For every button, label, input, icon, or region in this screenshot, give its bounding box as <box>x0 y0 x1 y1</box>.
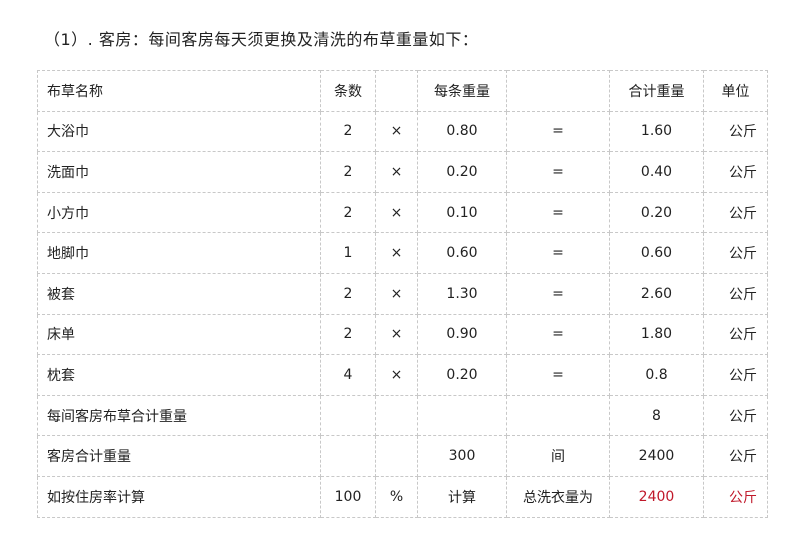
unit-cell: 公斤 <box>703 435 768 477</box>
table-row: 床单 2 × 0.90 = 1.80 公斤 <box>37 313 768 356</box>
count-cell: 100 <box>320 475 376 518</box>
count-cell: 2 <box>320 151 376 193</box>
total-weight-cell: 1.80 <box>609 313 704 356</box>
equals-cell: 总洗衣量为 <box>506 475 610 518</box>
total-weight-cell: 0.60 <box>609 232 704 274</box>
times-cell <box>375 435 418 477</box>
count-cell: 2 <box>320 313 376 356</box>
linen-name-cell: 小方巾 <box>37 191 321 234</box>
unit-cell: 公斤 <box>703 232 768 274</box>
linen-name-cell: 地脚巾 <box>37 232 321 274</box>
table-row: 被套 2 × 1.30 = 2.60 公斤 <box>37 272 768 315</box>
linen-name-cell: 如按住房率计算 <box>37 475 321 518</box>
times-cell: × <box>375 313 418 356</box>
times-cell: × <box>375 232 418 274</box>
count-cell: 2 <box>320 272 376 315</box>
equals-cell <box>506 394 610 437</box>
total-weight-cell: 0.20 <box>609 191 704 234</box>
unit-cell: 公斤 <box>703 313 768 356</box>
table-row: 枕套 4 × 0.20 = 0.8 公斤 <box>37 354 768 396</box>
times-cell <box>375 394 418 437</box>
equals-cell: = <box>506 191 610 234</box>
table-row: 每间客房布草合计重量 8 公斤 <box>37 394 768 437</box>
linen-name-cell: 洗面巾 <box>37 151 321 193</box>
unit-weight-cell: 1.30 <box>417 272 507 315</box>
equals-cell: = <box>506 151 610 193</box>
section-title: （1）. 客房：每间客房每天须更换及清洗的布草重量如下： <box>44 30 479 49</box>
linen-name-cell: 布草名称 <box>37 70 321 112</box>
unit-cell: 公斤 <box>703 272 768 315</box>
linen-name-cell: 大浴巾 <box>37 110 321 153</box>
unit-weight-cell: 每条重量 <box>417 70 507 112</box>
unit-weight-cell: 300 <box>417 435 507 477</box>
total-weight-cell: 1.60 <box>609 110 704 153</box>
table-row: 如按住房率计算 100% 计算 总洗衣量为 2400 公斤 <box>37 475 768 518</box>
equals-cell: = <box>506 272 610 315</box>
linen-name-cell: 枕套 <box>37 354 321 396</box>
total-weight-cell: 0.40 <box>609 151 704 193</box>
linen-name-cell: 被套 <box>37 272 321 315</box>
count-cell: 1 <box>320 232 376 274</box>
table-row: 小方巾 2 × 0.10 = 0.20 公斤 <box>37 191 768 234</box>
equals-cell: = <box>506 354 610 396</box>
times-cell: × <box>375 354 418 396</box>
count-cell: 2 <box>320 191 376 234</box>
equals-cell: = <box>506 313 610 356</box>
equals-cell: 间 <box>506 435 610 477</box>
table-row: 地脚巾 1 × 0.60 = 0.60 公斤 <box>37 232 768 274</box>
unit-weight-cell: 0.20 <box>417 354 507 396</box>
count-cell <box>320 435 376 477</box>
times-cell: × <box>375 151 418 193</box>
table-row: 大浴巾 2 × 0.80 = 1.60 公斤 <box>37 110 768 153</box>
times-cell <box>375 70 418 112</box>
count-cell: 条数 <box>320 70 376 112</box>
count-cell <box>320 394 376 437</box>
times-cell: × <box>375 191 418 234</box>
times-cell: % <box>375 475 418 518</box>
unit-cell: 公斤 <box>703 191 768 234</box>
times-cell: × <box>375 272 418 315</box>
unit-cell: 公斤 <box>703 354 768 396</box>
equals-cell: = <box>506 232 610 274</box>
unit-weight-cell <box>417 394 507 437</box>
total-weight-cell: 合计重量 <box>609 70 704 112</box>
total-weight-cell: 8 <box>609 394 704 437</box>
table-row: 客房合计重量 300 间 2400 公斤 <box>37 435 768 477</box>
unit-weight-cell: 计算 <box>417 475 507 518</box>
unit-weight-cell: 0.20 <box>417 151 507 193</box>
header-row: 布草名称 条数 每条重量 合计重量 单位 <box>37 70 768 112</box>
unit-cell: 公斤 <box>703 110 768 153</box>
times-cell: × <box>375 110 418 153</box>
count-cell: 4 <box>320 354 376 396</box>
unit-cell: 公斤 <box>703 151 768 193</box>
unit-weight-cell: 0.90 <box>417 313 507 356</box>
table-row: 洗面巾 2 × 0.20 = 0.40 公斤 <box>37 151 768 193</box>
total-weight-cell: 0.8 <box>609 354 704 396</box>
unit-weight-cell: 0.60 <box>417 232 507 274</box>
equals-cell <box>506 70 610 112</box>
linen-name-cell: 每间客房布草合计重量 <box>37 394 321 437</box>
total-weight-cell: 2400 <box>609 475 704 518</box>
unit-weight-cell: 0.80 <box>417 110 507 153</box>
unit-cell: 单位 <box>703 70 768 112</box>
equals-cell: = <box>506 110 610 153</box>
total-weight-cell: 2.60 <box>609 272 704 315</box>
unit-cell: 公斤 <box>703 475 768 518</box>
linen-name-cell: 客房合计重量 <box>37 435 321 477</box>
total-weight-cell: 2400 <box>609 435 704 477</box>
unit-cell: 公斤 <box>703 394 768 437</box>
linen-weight-table: 布草名称 条数 每条重量 合计重量 单位 大浴巾 2 × 0.80 = 1.60 公斤 洗面巾 2 × 0.2… <box>37 70 768 518</box>
linen-name-cell: 床单 <box>37 313 321 356</box>
count-cell: 2 <box>320 110 376 153</box>
unit-weight-cell: 0.10 <box>417 191 507 234</box>
